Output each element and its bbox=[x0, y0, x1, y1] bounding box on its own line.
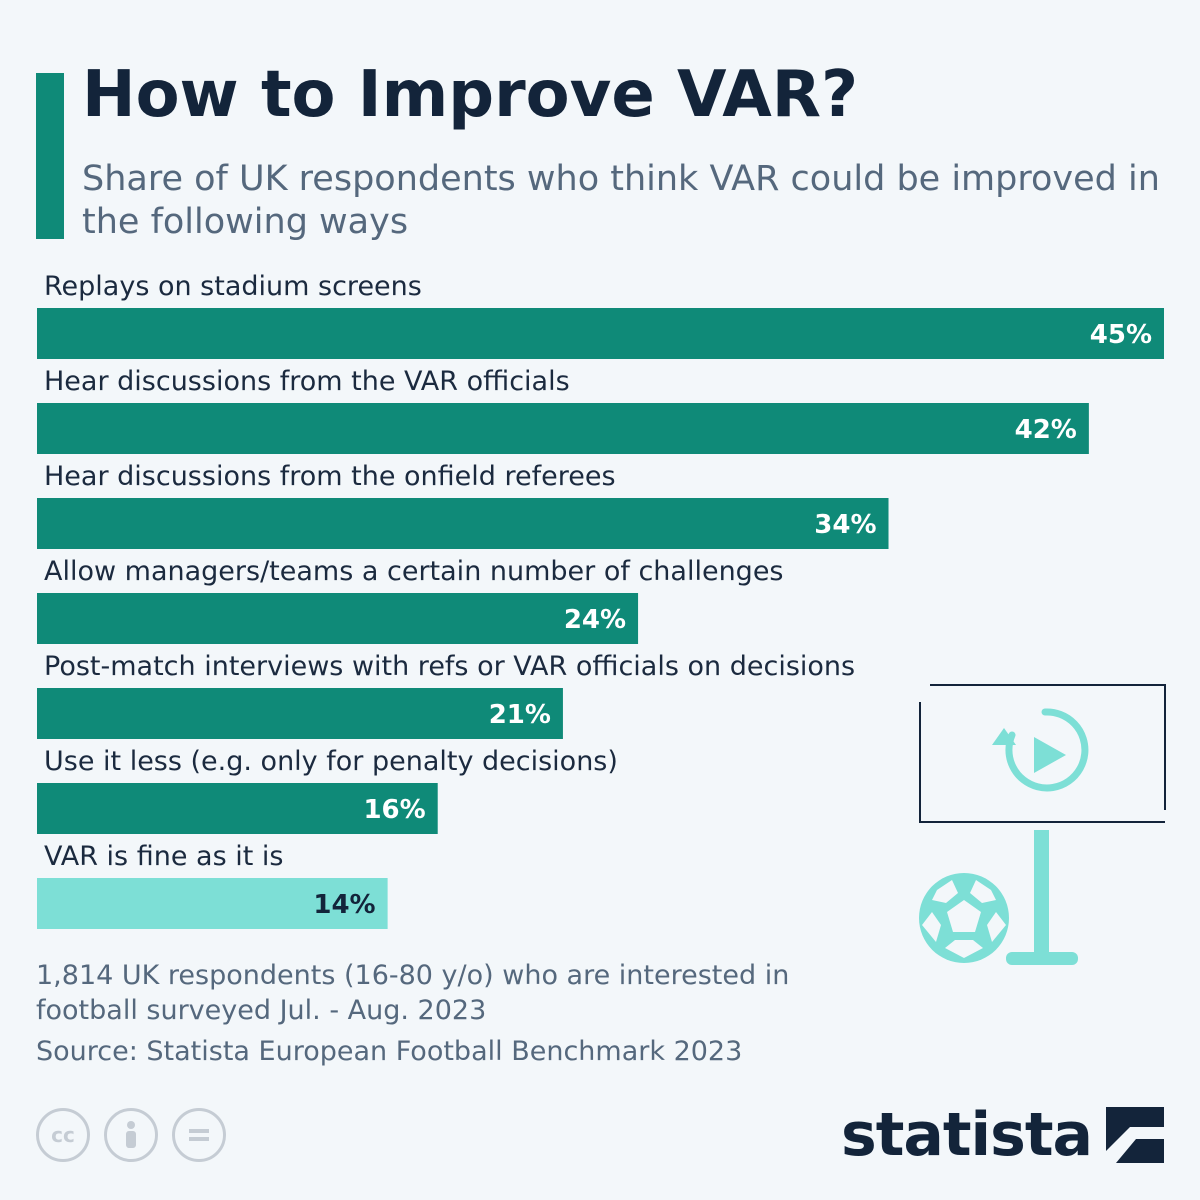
value-label: 21% bbox=[489, 700, 551, 730]
value-label: 45% bbox=[1090, 320, 1152, 350]
value-label: 14% bbox=[313, 890, 375, 920]
attribution-icon[interactable] bbox=[104, 1108, 158, 1162]
statista-logo[interactable]: statista bbox=[841, 1100, 1164, 1170]
category-label: Allow managers/teams a certain number of… bbox=[44, 556, 784, 587]
category-label: Hear discussions from the onfield refere… bbox=[44, 461, 616, 492]
license-icons: cc bbox=[36, 1108, 226, 1162]
bar[interactable] bbox=[37, 593, 639, 644]
replay-monitor-icon bbox=[919, 684, 1166, 823]
bar[interactable] bbox=[37, 403, 1089, 454]
var-screen-illustration bbox=[919, 684, 1166, 965]
chart-title: How to Improve VAR? bbox=[82, 58, 859, 132]
source-text: Source: Statista European Football Bench… bbox=[36, 1036, 743, 1067]
category-label: Use it less (e.g. only for penalty decis… bbox=[44, 746, 618, 777]
category-label: Post-match interviews with refs or VAR o… bbox=[44, 651, 855, 682]
football-icon bbox=[919, 873, 1009, 963]
bar[interactable] bbox=[37, 878, 388, 929]
brand-wordmark: statista bbox=[840, 1100, 1093, 1170]
chart-subtitle: Share of UK respondents who think VAR co… bbox=[82, 159, 1160, 242]
bar[interactable] bbox=[37, 783, 438, 834]
value-label: 42% bbox=[1015, 415, 1077, 445]
bar[interactable] bbox=[37, 688, 563, 739]
bar[interactable] bbox=[37, 498, 889, 549]
category-label: VAR is fine as it is bbox=[44, 841, 283, 872]
statista-logo-icon bbox=[1106, 1107, 1164, 1163]
replay-icon bbox=[992, 708, 1089, 792]
survey-note: 1,814 UK respondents (16-80 y/o) who are… bbox=[36, 960, 790, 1026]
value-label: 24% bbox=[564, 605, 626, 635]
value-label: 16% bbox=[363, 795, 425, 825]
value-label: 34% bbox=[814, 510, 876, 540]
category-label: Hear discussions from the VAR officials bbox=[44, 366, 570, 397]
creative-commons-icon[interactable]: cc bbox=[36, 1108, 90, 1162]
bar[interactable] bbox=[37, 308, 1164, 359]
no-derivatives-icon[interactable] bbox=[172, 1108, 226, 1162]
category-label: Replays on stadium screens bbox=[44, 271, 422, 302]
title-accent-bar bbox=[36, 73, 64, 239]
monitor-stand-icon bbox=[1006, 830, 1078, 965]
